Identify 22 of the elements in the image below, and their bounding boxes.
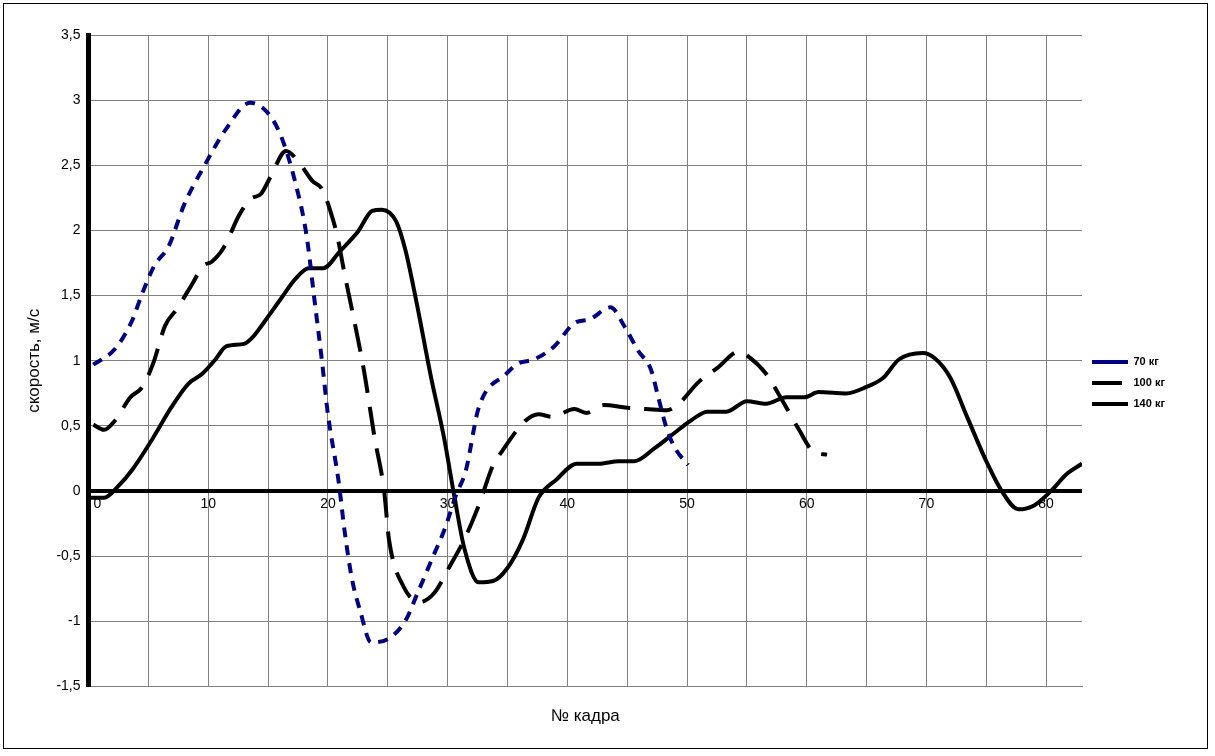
y-tick-label: 0 bbox=[72, 481, 81, 498]
x-tick-label: 70 bbox=[918, 494, 935, 511]
y-tick-label: 3,5 bbox=[61, 25, 81, 42]
y-tick-label: -1,5 bbox=[56, 677, 81, 694]
x-tick-label: 40 bbox=[559, 494, 576, 511]
legend-label: 140 кг bbox=[1133, 397, 1166, 410]
x-tick-label: 20 bbox=[320, 494, 336, 511]
y-tick-label: 2,5 bbox=[61, 156, 81, 173]
y-tick-label: 3 bbox=[72, 91, 81, 108]
x-axis-title: № кадра bbox=[550, 706, 621, 726]
x-tick-label: 50 bbox=[679, 494, 695, 511]
y-tick-label: -1 bbox=[68, 612, 81, 629]
y-tick-label: 0,5 bbox=[61, 416, 81, 433]
legend-label: 100 кг bbox=[1133, 376, 1166, 389]
y-tick-label: 1 bbox=[72, 351, 81, 368]
y-axis-title: скорость, м/с bbox=[23, 308, 43, 413]
y-tick-label: -0,5 bbox=[56, 547, 81, 564]
y-tick-label: 2 bbox=[72, 221, 81, 238]
legend-label: 70 кг bbox=[1133, 355, 1160, 368]
x-tick-label: 10 bbox=[200, 494, 217, 511]
x-tick-label: 60 bbox=[798, 494, 815, 511]
y-tick-label: 1,5 bbox=[61, 286, 81, 303]
